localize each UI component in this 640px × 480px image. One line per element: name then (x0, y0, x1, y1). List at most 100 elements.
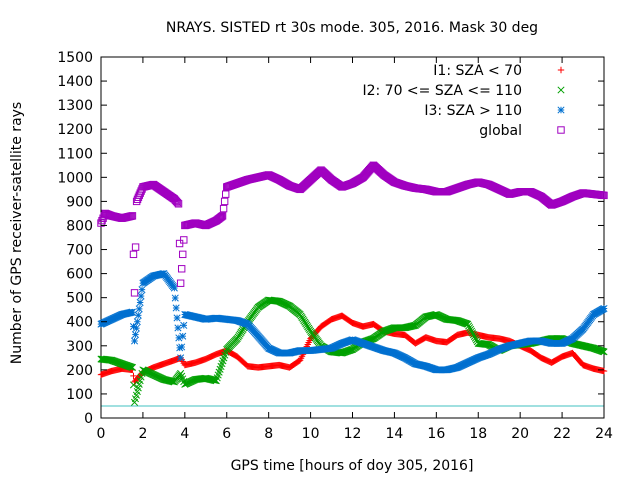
data-point-fill (217, 213, 225, 221)
legend-label: I1: SZA < 70 (433, 63, 522, 79)
y-tick-label: 1000 (57, 170, 93, 186)
x-tick-label: 6 (222, 426, 231, 442)
data-point (464, 320, 472, 328)
x-tick-label: 18 (469, 426, 487, 442)
data-point-fill (135, 305, 143, 313)
y-tick-label: 500 (66, 291, 93, 307)
x-tick-label: 0 (97, 426, 106, 442)
data-point (600, 191, 608, 200)
data-point-fill (98, 216, 106, 225)
data-point-fill (179, 250, 187, 259)
plot-frame (100, 56, 605, 419)
data-point (177, 354, 185, 362)
series-3 (97, 161, 608, 297)
legend-marker (557, 86, 565, 94)
data-point-fill (216, 214, 224, 222)
legend-marker (557, 106, 565, 114)
x-tick-label: 8 (264, 426, 273, 442)
x-tick-label: 14 (386, 426, 404, 442)
data-point-fill (172, 304, 180, 312)
data-point-fill (180, 236, 188, 244)
legend-label: global (479, 123, 522, 139)
y-tick-label: 1300 (57, 98, 93, 114)
x-tick-label: 10 (302, 426, 320, 442)
data-point-fill (408, 322, 417, 330)
data-point-fill (468, 327, 476, 335)
data-point-fill (173, 314, 181, 322)
data-point (176, 279, 185, 287)
data-point-fill (178, 343, 186, 351)
data-point-fill (129, 250, 138, 259)
data-point-fill (222, 190, 230, 198)
data-point (97, 219, 105, 227)
data-point (128, 212, 137, 220)
data-point-fill (180, 321, 188, 329)
data-point-fill (172, 197, 181, 206)
data-point (130, 337, 139, 345)
data-series (97, 161, 608, 406)
y-tick-label: 800 (66, 218, 93, 234)
data-point-fill (179, 332, 187, 340)
legend-marker (557, 126, 565, 134)
y-tick-label: 600 (66, 267, 93, 283)
axis-ticks: 0 2 4 6 8 10 12 14 16 18 20 22 240100200300400500600… (57, 50, 613, 442)
data-point-fill (129, 381, 138, 389)
legend-label: I2: 70 <= SZA <= 110 (362, 83, 522, 99)
y-tick-label: 1400 (57, 74, 93, 90)
data-point (174, 200, 183, 208)
data-point-fill (134, 311, 142, 319)
x-tick-label: 24 (595, 426, 613, 442)
data-point (600, 367, 608, 375)
y-tick-label: 1200 (57, 122, 93, 138)
y-tick-label: 1500 (57, 50, 93, 66)
data-point (128, 363, 136, 372)
x-tick-label: 2 (138, 426, 147, 442)
x-tick-label: 4 (180, 426, 189, 442)
y-tick-label: 300 (66, 339, 93, 355)
y-tick-label: 1100 (57, 146, 93, 162)
chart-title: NRAYS. SISTED rt 30s mode. 305, 2016. Ma… (166, 20, 538, 36)
data-point-fill (174, 324, 182, 332)
x-tick-label: 16 (427, 426, 445, 442)
legend-label: I3: SZA > 110 (424, 103, 522, 119)
x-axis-label: GPS time [hours of doy 305, 2016] (231, 458, 474, 474)
x-tick-label: 20 (511, 426, 529, 442)
data-point-fill (217, 212, 226, 221)
y-tick-label: 100 (66, 387, 93, 403)
legend: I1: SZA < 70 I2: 70 <= SZA <= 110 I3: SZA … (362, 63, 565, 139)
data-point-fill (220, 197, 229, 206)
plot-area (100, 56, 605, 419)
data-point-fill (467, 325, 475, 333)
data-point-fill (131, 243, 140, 251)
data-point-fill (131, 331, 140, 339)
data-point (600, 348, 608, 356)
data-point-fill (177, 265, 186, 273)
data-point-fill (469, 331, 478, 339)
data-point-fill (137, 292, 145, 300)
data-point-fill (468, 329, 477, 337)
y-tick-label: 700 (66, 243, 93, 259)
data-point-fill (133, 318, 141, 326)
data-point (128, 308, 136, 316)
series-2 (97, 270, 608, 374)
y-tick-label: 0 (84, 411, 93, 427)
data-point-fill (470, 332, 478, 340)
data-point-fill (466, 324, 474, 332)
y-axis-label: Number of GPS receiver-satellite rays (9, 102, 25, 364)
series-1 (97, 296, 608, 406)
data-point-fill (465, 322, 473, 330)
data-point-fill (138, 286, 146, 294)
x-tick-label: 12 (344, 426, 362, 442)
y-tick-label: 900 (66, 194, 93, 210)
data-point-fill (136, 298, 144, 307)
y-tick-label: 400 (66, 315, 93, 331)
data-point-fill (219, 204, 228, 213)
data-point-fill (173, 198, 182, 207)
data-point-fill (132, 324, 140, 332)
data-point-fill (130, 372, 137, 380)
y-tick-label: 200 (66, 363, 93, 379)
data-point (130, 289, 139, 297)
legend-marker (557, 66, 565, 74)
data-point-fill (171, 294, 179, 302)
